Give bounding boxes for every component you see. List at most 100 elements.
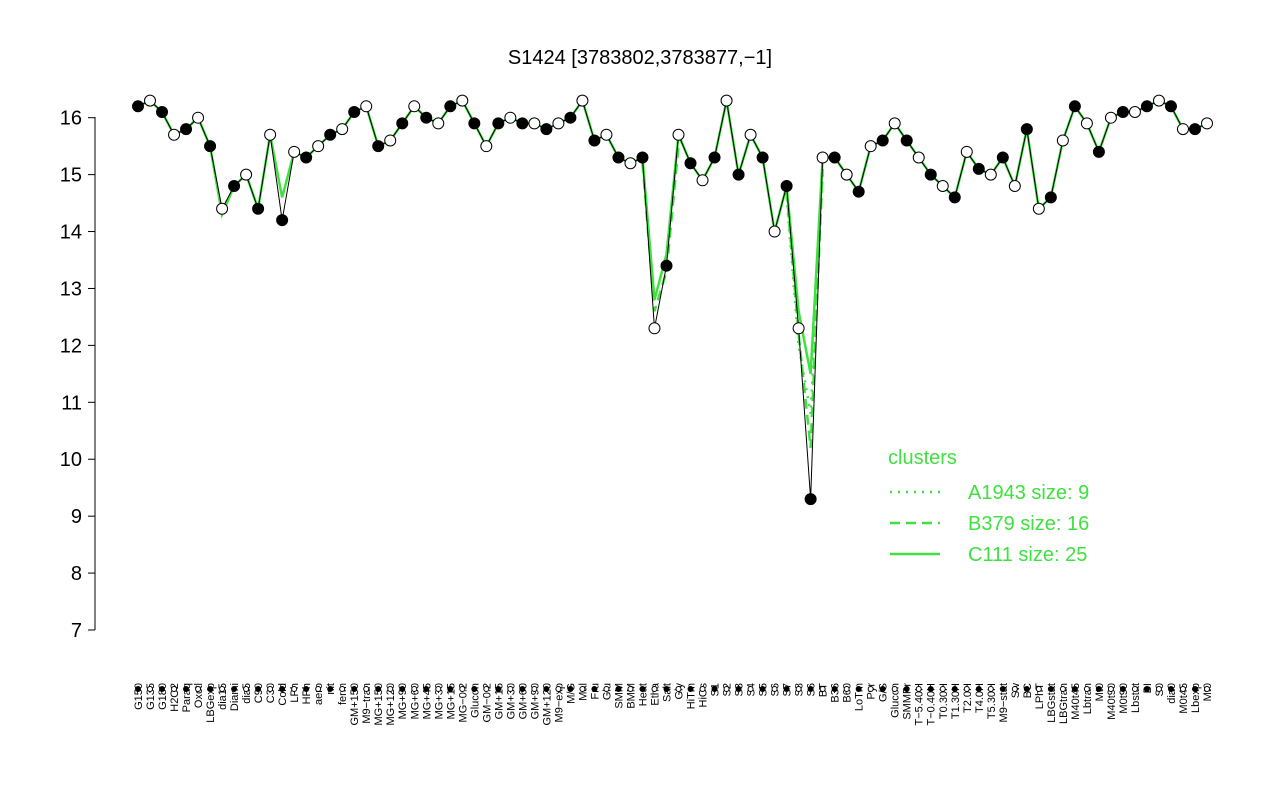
data-point xyxy=(408,100,421,113)
x-marker xyxy=(867,686,874,692)
data-point xyxy=(888,117,901,130)
x-marker xyxy=(1023,686,1030,692)
x-marker xyxy=(687,686,694,692)
x-tick-label: MG+45 xyxy=(421,683,433,719)
data-point xyxy=(444,100,457,113)
x-tick-label: B36 xyxy=(830,683,842,703)
x-marker xyxy=(747,686,754,692)
data-point xyxy=(1140,100,1153,113)
x-tick-label: MG+150 xyxy=(373,683,385,726)
x-marker xyxy=(1035,686,1042,692)
data-point xyxy=(1201,117,1213,130)
x-marker xyxy=(183,686,190,692)
x-marker xyxy=(171,686,178,692)
x-tick-label: G/S xyxy=(878,683,890,702)
x-marker xyxy=(1059,686,1066,692)
x-tick-label: M9−tran xyxy=(361,683,373,724)
cluster-line xyxy=(137,97,1208,375)
x-marker xyxy=(471,686,478,692)
x-marker xyxy=(543,686,550,692)
x-marker xyxy=(711,686,718,692)
x-marker xyxy=(579,686,586,692)
data-point xyxy=(1032,202,1045,215)
x-marker xyxy=(819,686,826,692)
x-marker xyxy=(807,686,814,692)
x-marker xyxy=(255,686,262,692)
x-tick-label: MG+15 xyxy=(445,683,457,719)
x-marker xyxy=(1167,686,1174,692)
data-point xyxy=(696,174,709,187)
data-point xyxy=(1068,100,1081,113)
data-point xyxy=(732,168,745,181)
x-marker xyxy=(615,686,622,692)
x-marker xyxy=(555,686,562,692)
x-marker xyxy=(279,686,286,692)
data-point xyxy=(840,168,853,181)
x-tick-label: SMMPr xyxy=(902,683,914,720)
data-point xyxy=(708,151,721,164)
data-point xyxy=(804,493,817,506)
data-point xyxy=(960,145,973,158)
x-marker xyxy=(903,686,910,692)
x-marker xyxy=(627,686,634,692)
x-tick-label: MG+30 xyxy=(433,683,445,719)
y-tick-label: 15 xyxy=(60,165,82,187)
legend-label: C111 size: 25 xyxy=(968,544,1087,566)
x-tick-label: LPh xyxy=(289,683,301,703)
data-point xyxy=(660,259,673,272)
data-point xyxy=(900,134,913,147)
cluster-line xyxy=(785,174,824,414)
x-marker xyxy=(459,686,466,692)
data-point xyxy=(420,111,433,124)
x-marker xyxy=(483,686,490,692)
x-tick-label: LBGexp xyxy=(205,683,217,723)
y-tick-label: 10 xyxy=(60,449,82,471)
data-point xyxy=(468,117,481,130)
x-tick-label: T0.30H xyxy=(938,683,950,719)
data-point xyxy=(672,128,685,141)
x-marker xyxy=(1179,686,1186,692)
x-marker xyxy=(375,686,382,692)
x-tick-label: GM−0.2 xyxy=(481,683,493,722)
x-marker xyxy=(1131,686,1138,692)
x-marker xyxy=(387,686,394,692)
data-point xyxy=(372,140,385,153)
y-tick-label: 9 xyxy=(71,506,82,528)
data-point xyxy=(240,168,253,181)
x-marker xyxy=(303,686,310,692)
x-tick-label: MG−0.2 xyxy=(457,683,469,722)
x-marker xyxy=(639,686,646,692)
x-marker xyxy=(891,686,898,692)
data-line xyxy=(137,99,1208,500)
data-point xyxy=(744,128,757,141)
x-tick-label: GM+30 xyxy=(505,683,517,719)
data-point xyxy=(192,111,205,124)
x-tick-label: Etha xyxy=(649,682,661,706)
data-point xyxy=(1188,123,1201,136)
x-tick-label: dia5 xyxy=(241,683,253,704)
data-point xyxy=(1128,106,1141,118)
data-point xyxy=(1104,111,1117,124)
data-point xyxy=(432,117,445,130)
x-marker xyxy=(723,686,730,692)
x-marker xyxy=(1011,686,1018,692)
x-tick-label: Glucon xyxy=(469,683,481,718)
data-point xyxy=(144,94,157,107)
x-marker xyxy=(291,686,298,692)
data-point xyxy=(456,94,469,107)
x-marker xyxy=(963,686,970,692)
y-tick-label: 12 xyxy=(60,335,82,357)
x-marker xyxy=(951,686,958,692)
x-tick-label: C30 xyxy=(265,683,277,703)
data-point xyxy=(792,322,805,335)
data-point xyxy=(576,94,589,107)
data-point xyxy=(1164,100,1177,113)
x-marker xyxy=(135,686,141,692)
x-marker xyxy=(219,686,226,692)
y-tick-label: 13 xyxy=(60,278,82,300)
x-marker xyxy=(1119,686,1126,692)
x-marker xyxy=(231,686,238,692)
x-marker xyxy=(567,686,574,692)
data-point xyxy=(864,140,877,153)
x-marker xyxy=(495,686,502,692)
